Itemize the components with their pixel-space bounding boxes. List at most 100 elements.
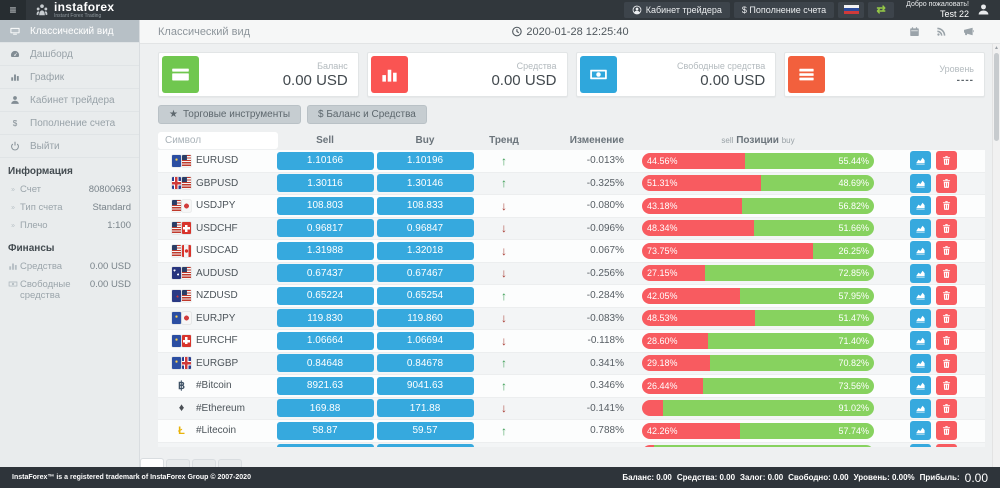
buy-price-button[interactable]: 1.06694 — [376, 331, 474, 350]
symbol-cell[interactable]: EURJPY — [158, 312, 275, 325]
chart-button[interactable] — [910, 421, 931, 441]
delete-button[interactable] — [936, 308, 957, 328]
delete-button[interactable] — [936, 196, 957, 216]
delete-button[interactable] — [936, 151, 957, 171]
sell-price-button[interactable]: 1.06664 — [276, 331, 374, 350]
sell-price-button[interactable]: 0.67437 — [276, 264, 374, 283]
delete-button[interactable] — [936, 218, 957, 238]
symbol-cell[interactable]: ฿ #Bitcoin — [158, 379, 275, 392]
balance-funds-button[interactable]: $ Баланс и Средства — [307, 105, 427, 124]
trading-instruments-button[interactable]: ★ Торговые инструменты — [158, 105, 301, 124]
symbol-search-input[interactable] — [158, 131, 278, 149]
calendar-icon[interactable] — [909, 26, 920, 37]
chart-button[interactable] — [910, 241, 931, 261]
symbol-cell[interactable]: EURCHF — [158, 334, 275, 347]
buy-price-button[interactable]: 9041.63 — [376, 376, 474, 395]
sell-price-button[interactable]: 0.84648 — [276, 354, 374, 373]
sell-price-button[interactable]: 0.65224 — [276, 286, 374, 305]
bottom-tab[interactable] — [192, 459, 216, 467]
positions-bar: 42.26% 57.74% — [642, 422, 874, 439]
logo[interactable]: instaforex Instant Forex Trading — [35, 1, 114, 19]
sell-price-button[interactable]: 1.30116 — [276, 174, 374, 193]
deposit-button[interactable]: $ Пополнение счета — [733, 1, 835, 18]
sell-price-button[interactable] — [276, 444, 374, 447]
symbol-cell[interactable]: NZDUSD — [158, 289, 275, 302]
delete-button[interactable] — [936, 286, 957, 306]
bottom-tab[interactable] — [166, 459, 190, 467]
language-flag-button[interactable] — [838, 1, 865, 18]
chart-button[interactable] — [910, 443, 931, 447]
trader-cabinet-button[interactable]: Кабинет трейдера — [623, 1, 730, 18]
delete-button[interactable] — [936, 241, 957, 261]
chart-button[interactable] — [910, 376, 931, 396]
scrollbar-up-arrow[interactable]: ▲ — [994, 45, 999, 51]
delete-button[interactable] — [936, 443, 957, 447]
rss-icon[interactable] — [936, 26, 947, 37]
buy-price-button[interactable]: 171.88 — [376, 399, 474, 418]
symbol-cell[interactable]: GBPUSD — [158, 177, 275, 190]
delete-button[interactable] — [936, 421, 957, 441]
buy-price-button[interactable]: 0.65254 — [376, 286, 474, 305]
chart-button[interactable] — [910, 218, 931, 238]
sidebar-row-icon: » — [8, 220, 20, 230]
sidebar-item-power[interactable]: Выйти — [0, 135, 139, 158]
megaphone-icon[interactable] — [963, 26, 974, 37]
delete-button[interactable] — [936, 173, 957, 193]
symbol-cell[interactable]: USDCHF — [158, 222, 275, 235]
delete-button[interactable] — [936, 376, 957, 396]
chart-button[interactable] — [910, 173, 931, 193]
menu-icon[interactable]: ≡ — [0, 0, 26, 20]
symbol-cell[interactable]: ♦ #Ethereum — [158, 402, 275, 414]
table-row: USDCAD 1.31988 1.32018 ↓ 0.067% 73.75% 2… — [158, 240, 985, 263]
sell-price-button[interactable]: 1.31988 — [276, 241, 374, 260]
buy-price-button[interactable]: 1.10196 — [376, 151, 474, 170]
chart-button[interactable] — [910, 151, 931, 171]
chart-button[interactable] — [910, 196, 931, 216]
buy-price-button[interactable]: 108.833 — [376, 196, 474, 215]
symbol-cell[interactable]: EURUSD — [158, 154, 275, 167]
sell-price-button[interactable]: 58.87 — [276, 421, 374, 440]
delete-button[interactable] — [936, 263, 957, 283]
buy-price-button[interactable]: 1.30146 — [376, 174, 474, 193]
sidebar-info-rows: » Счет 80800693 » Тип счета Standard » П… — [0, 181, 139, 235]
symbol-cell[interactable]: USDCAD — [158, 244, 275, 257]
buy-price-button[interactable]: 59.57 — [376, 421, 474, 440]
sidebar-item-gauge[interactable]: Дашборд — [0, 43, 139, 66]
buy-price-button[interactable]: 0.96847 — [376, 219, 474, 238]
chart-button[interactable] — [910, 398, 931, 418]
buy-price-button[interactable]: 119.860 — [376, 309, 474, 328]
buy-price-button[interactable] — [376, 444, 474, 447]
chart-button[interactable] — [910, 353, 931, 373]
sidebar-row-value: 0.00 USD — [89, 260, 131, 272]
avatar-icon[interactable] — [977, 3, 990, 16]
sell-price-button[interactable]: 169.88 — [276, 399, 374, 418]
sidebar-item-dollar[interactable]: $ Пополнение счета — [0, 112, 139, 135]
buy-price-button[interactable]: 1.32018 — [376, 241, 474, 260]
chart-button[interactable] — [910, 263, 931, 283]
chart-button[interactable] — [910, 308, 931, 328]
sell-price-button[interactable]: 0.96817 — [276, 219, 374, 238]
bottom-tab[interactable] — [218, 459, 242, 467]
bottom-tab[interactable] — [140, 458, 164, 467]
symbol-cell[interactable]: EURGBP — [158, 357, 275, 370]
sidebar-item-desktop[interactable]: Классический вид — [0, 20, 139, 43]
delete-button[interactable] — [936, 353, 957, 373]
chart-button[interactable] — [910, 286, 931, 306]
sell-price-button[interactable]: 108.803 — [276, 196, 374, 215]
exchange-button[interactable]: ⇄ — [868, 1, 895, 18]
sell-price-button[interactable]: 1.10166 — [276, 151, 374, 170]
delete-button[interactable] — [936, 331, 957, 351]
buy-price-button[interactable]: 0.67467 — [376, 264, 474, 283]
symbol-cell[interactable]: Ł #Litecoin — [158, 425, 275, 437]
symbol-cell[interactable]: AUDUSD — [158, 267, 275, 280]
sell-price-button[interactable]: 8921.63 — [276, 376, 374, 395]
sidebar-item-chart[interactable]: График — [0, 66, 139, 89]
buy-price-button[interactable]: 0.84678 — [376, 354, 474, 373]
scrollbar[interactable]: ▲ — [992, 44, 1000, 467]
scrollbar-thumb[interactable] — [994, 53, 999, 141]
sidebar-item-user[interactable]: Кабинет трейдера — [0, 89, 139, 112]
delete-button[interactable] — [936, 398, 957, 418]
sell-price-button[interactable]: 119.830 — [276, 309, 374, 328]
chart-button[interactable] — [910, 331, 931, 351]
symbol-cell[interactable]: USDJPY — [158, 199, 275, 212]
